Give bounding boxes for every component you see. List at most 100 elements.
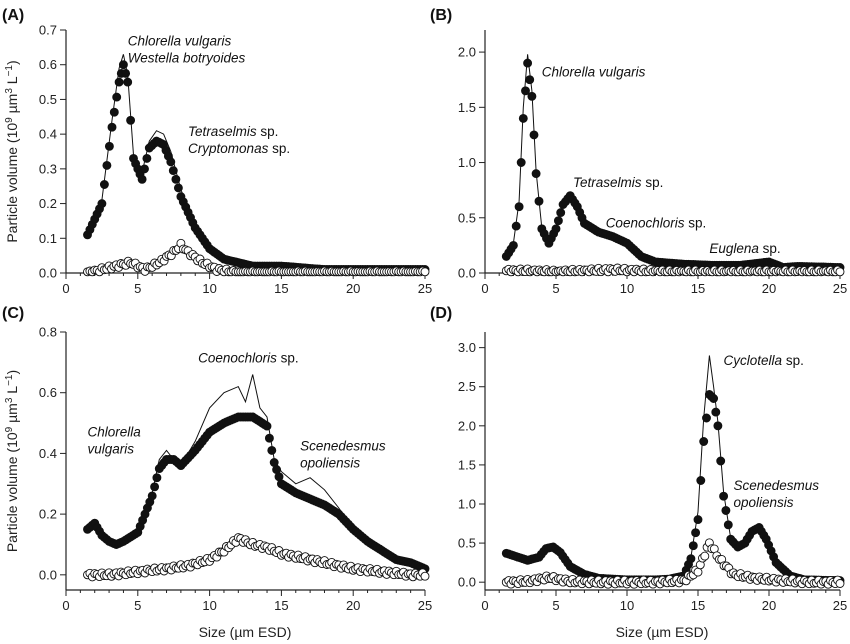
x-tick-label: 5 [552, 598, 559, 613]
x-axis-title-right: Size (µm ESD) [616, 624, 709, 640]
x-tick-label: 5 [552, 281, 559, 296]
data-point-filled [168, 166, 178, 176]
data-point-filled [262, 421, 272, 431]
data-point-filled [99, 180, 109, 189]
data-point-filled [508, 240, 518, 250]
panel-label: (A) [2, 7, 24, 24]
data-point-filled [696, 476, 706, 485]
x-tick-label: 15 [691, 281, 705, 296]
panel-label: (B) [430, 7, 452, 24]
data-point-filled [556, 208, 566, 218]
data-point-filled [551, 224, 561, 234]
data-point-filled [719, 491, 729, 501]
panel-label: (C) [2, 305, 24, 322]
data-point-open [420, 267, 430, 277]
data-point-filled [521, 86, 530, 96]
y-tick-label: 1.0 [458, 497, 476, 512]
data-point-filled [126, 115, 136, 125]
data-point-filled [171, 174, 181, 184]
y-tick-label: 0.4 [39, 446, 57, 461]
y-tick-label: 2.0 [458, 45, 476, 60]
y-tick-label: 0.2 [39, 196, 57, 211]
series-line [87, 374, 426, 570]
y-tick-label: 0.1 [39, 231, 57, 246]
chart-panel: (C) 0 5 10 15 20 25 0.0 0.2 0.4 0.6 0.8 Particle vol… [2, 305, 432, 613]
y-tick-label: 0.2 [39, 507, 57, 522]
data-point-filled [702, 413, 711, 423]
y-tick-label: 3.0 [458, 340, 476, 355]
x-tick-label: 10 [620, 598, 634, 613]
data-point-filled [709, 394, 719, 403]
x-tick-label: 15 [274, 598, 288, 613]
data-point-filled [531, 169, 541, 179]
y-tick-label: 1.0 [458, 155, 476, 170]
y-tick-label: 0.4 [39, 127, 57, 142]
data-point-filled [166, 157, 176, 167]
y-tick-label: 0.0 [39, 567, 57, 582]
data-point-filled [693, 515, 703, 525]
y-tick-label: 0.0 [39, 266, 57, 281]
data-point-filled [516, 158, 526, 167]
data-point-filled [142, 153, 152, 163]
y-tick-label: 0.0 [458, 266, 476, 281]
data-point-filled [699, 437, 709, 446]
y-tick-label: 0.6 [39, 385, 57, 400]
x-tick-label: 25 [833, 598, 847, 613]
data-point-filled [525, 75, 535, 85]
y-tick-label: 1.5 [458, 457, 476, 472]
x-tick-label: 20 [762, 281, 776, 296]
data-point-filled [723, 520, 733, 530]
y-tick-label: 0.5 [458, 536, 476, 551]
y-tick-label: 1.5 [458, 100, 476, 115]
annotation-label: Cyclotella sp. [724, 353, 804, 368]
x-tick-label: 5 [134, 598, 141, 613]
data-point-filled [140, 164, 149, 174]
data-point-filled [713, 421, 723, 431]
x-tick-label: 0 [62, 281, 69, 296]
data-point-filled [511, 221, 521, 231]
x-tick-label: 0 [481, 281, 488, 296]
y-tick-label: 0.0 [458, 575, 476, 590]
data-point-filled [104, 141, 114, 151]
data-point-filled [107, 122, 117, 132]
data-point-filled [534, 196, 544, 206]
annotation-label: Euglena sp. [709, 241, 780, 256]
data-point-filled [518, 113, 528, 123]
x-tick-label: 10 [620, 281, 634, 296]
data-point-filled [527, 91, 537, 101]
x-tick-label: 25 [833, 281, 847, 296]
y-tick-label: 2.0 [458, 418, 476, 433]
chart-panel: (A) 0 5 10 15 20 25 0.0 0.1 0.2 0.3 0.4 0.5 0.6 0.7 Par… [2, 7, 432, 296]
chart-panel: (D) 0 5 10 15 20 25 0.0 0.5 1.0 1.5 2.0 2.5 3.0 Cyclot… [430, 305, 847, 613]
y-tick-label: 0.7 [39, 23, 57, 38]
data-point-filled [686, 554, 696, 564]
x-axis-title-left: Size (µm ESD) [199, 624, 292, 640]
data-point-filled [514, 202, 524, 212]
data-point-filled [112, 92, 122, 102]
data-point-filled [529, 130, 539, 140]
data-point-filled [523, 58, 533, 68]
x-tick-label: 15 [691, 598, 705, 613]
y-axis-title: Particle volume (109 µm3 L−1) [4, 60, 20, 242]
y-tick-label: 0.5 [458, 210, 476, 225]
data-point-filled [264, 433, 274, 443]
panel-label: (D) [430, 305, 452, 322]
data-point-open [835, 579, 845, 588]
annotation-label: Chlorella vulgaris Westella botryoides [128, 34, 246, 66]
data-point-filled [118, 60, 128, 70]
y-tick-label: 0.8 [39, 325, 57, 340]
data-point-filled [711, 407, 721, 417]
data-point-open [700, 551, 710, 561]
data-point-filled [102, 160, 112, 170]
annotation-label: Scenedesmus opoliensis [300, 438, 386, 470]
x-tick-label: 10 [202, 598, 216, 613]
data-point-filled [114, 77, 124, 87]
data-point-filled [147, 491, 157, 501]
annotation-label: Tetraselmis sp. Cryptomonas sp. [188, 124, 290, 156]
x-tick-label: 25 [418, 281, 432, 296]
data-point-open [693, 567, 703, 577]
data-point-filled [121, 68, 131, 78]
panels: (A) 0 5 10 15 20 25 0.0 0.1 0.2 0.3 0.4 0.5 0.6 0.7 Par… [2, 7, 847, 613]
data-point-filled [721, 506, 731, 515]
